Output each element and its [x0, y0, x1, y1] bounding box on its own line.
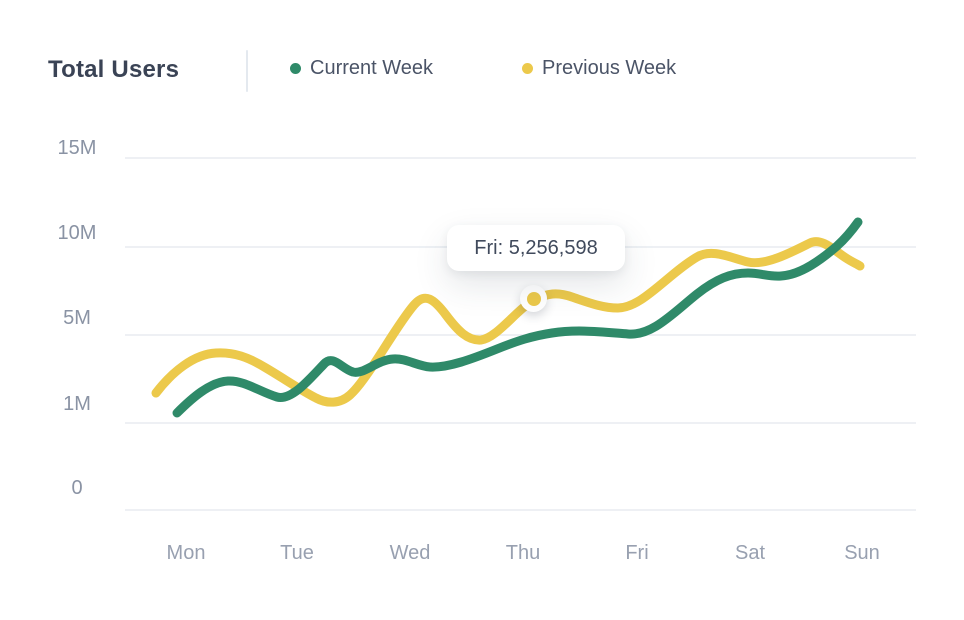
- gridlines: [125, 157, 916, 511]
- highlighted-point-dot-icon: [526, 291, 541, 306]
- legend-dot-current-week-icon: [290, 63, 301, 74]
- x-tick-wed: Wed: [389, 542, 431, 564]
- highlighted-point[interactable]: [520, 285, 547, 312]
- y-tick-5m: 5M: [63, 307, 91, 329]
- y-tick-0: 0: [71, 477, 83, 499]
- legend-item-previous-week[interactable]: Previous Week: [522, 57, 676, 80]
- x-tick-fri: Fri: [625, 542, 649, 564]
- x-tick-mon: Mon: [166, 542, 206, 564]
- legend-dot-previous-week-icon: [522, 63, 533, 74]
- tooltip-text: Fri: 5,256,598: [474, 236, 598, 259]
- y-tick-10m: 10M: [57, 222, 97, 244]
- x-tick-thu: Thu: [505, 542, 541, 564]
- legend-label-previous-week: Previous Week: [542, 57, 677, 79]
- y-tick-1m: 1M: [63, 393, 91, 415]
- legend-item-current-week[interactable]: Current Week: [290, 57, 433, 80]
- page-title: Total Users: [48, 56, 180, 83]
- header-divider: [246, 50, 248, 92]
- y-tick-15m: 15M: [57, 137, 97, 159]
- legend-label-current-week: Current Week: [310, 57, 434, 79]
- x-tick-sun: Sun: [844, 542, 880, 564]
- x-tick-sat: Sat: [734, 542, 766, 564]
- x-tick-tue: Tue: [280, 542, 314, 564]
- current-week-line[interactable]: [172, 217, 863, 418]
- tooltip: Fri: 5,256,598: [447, 225, 625, 271]
